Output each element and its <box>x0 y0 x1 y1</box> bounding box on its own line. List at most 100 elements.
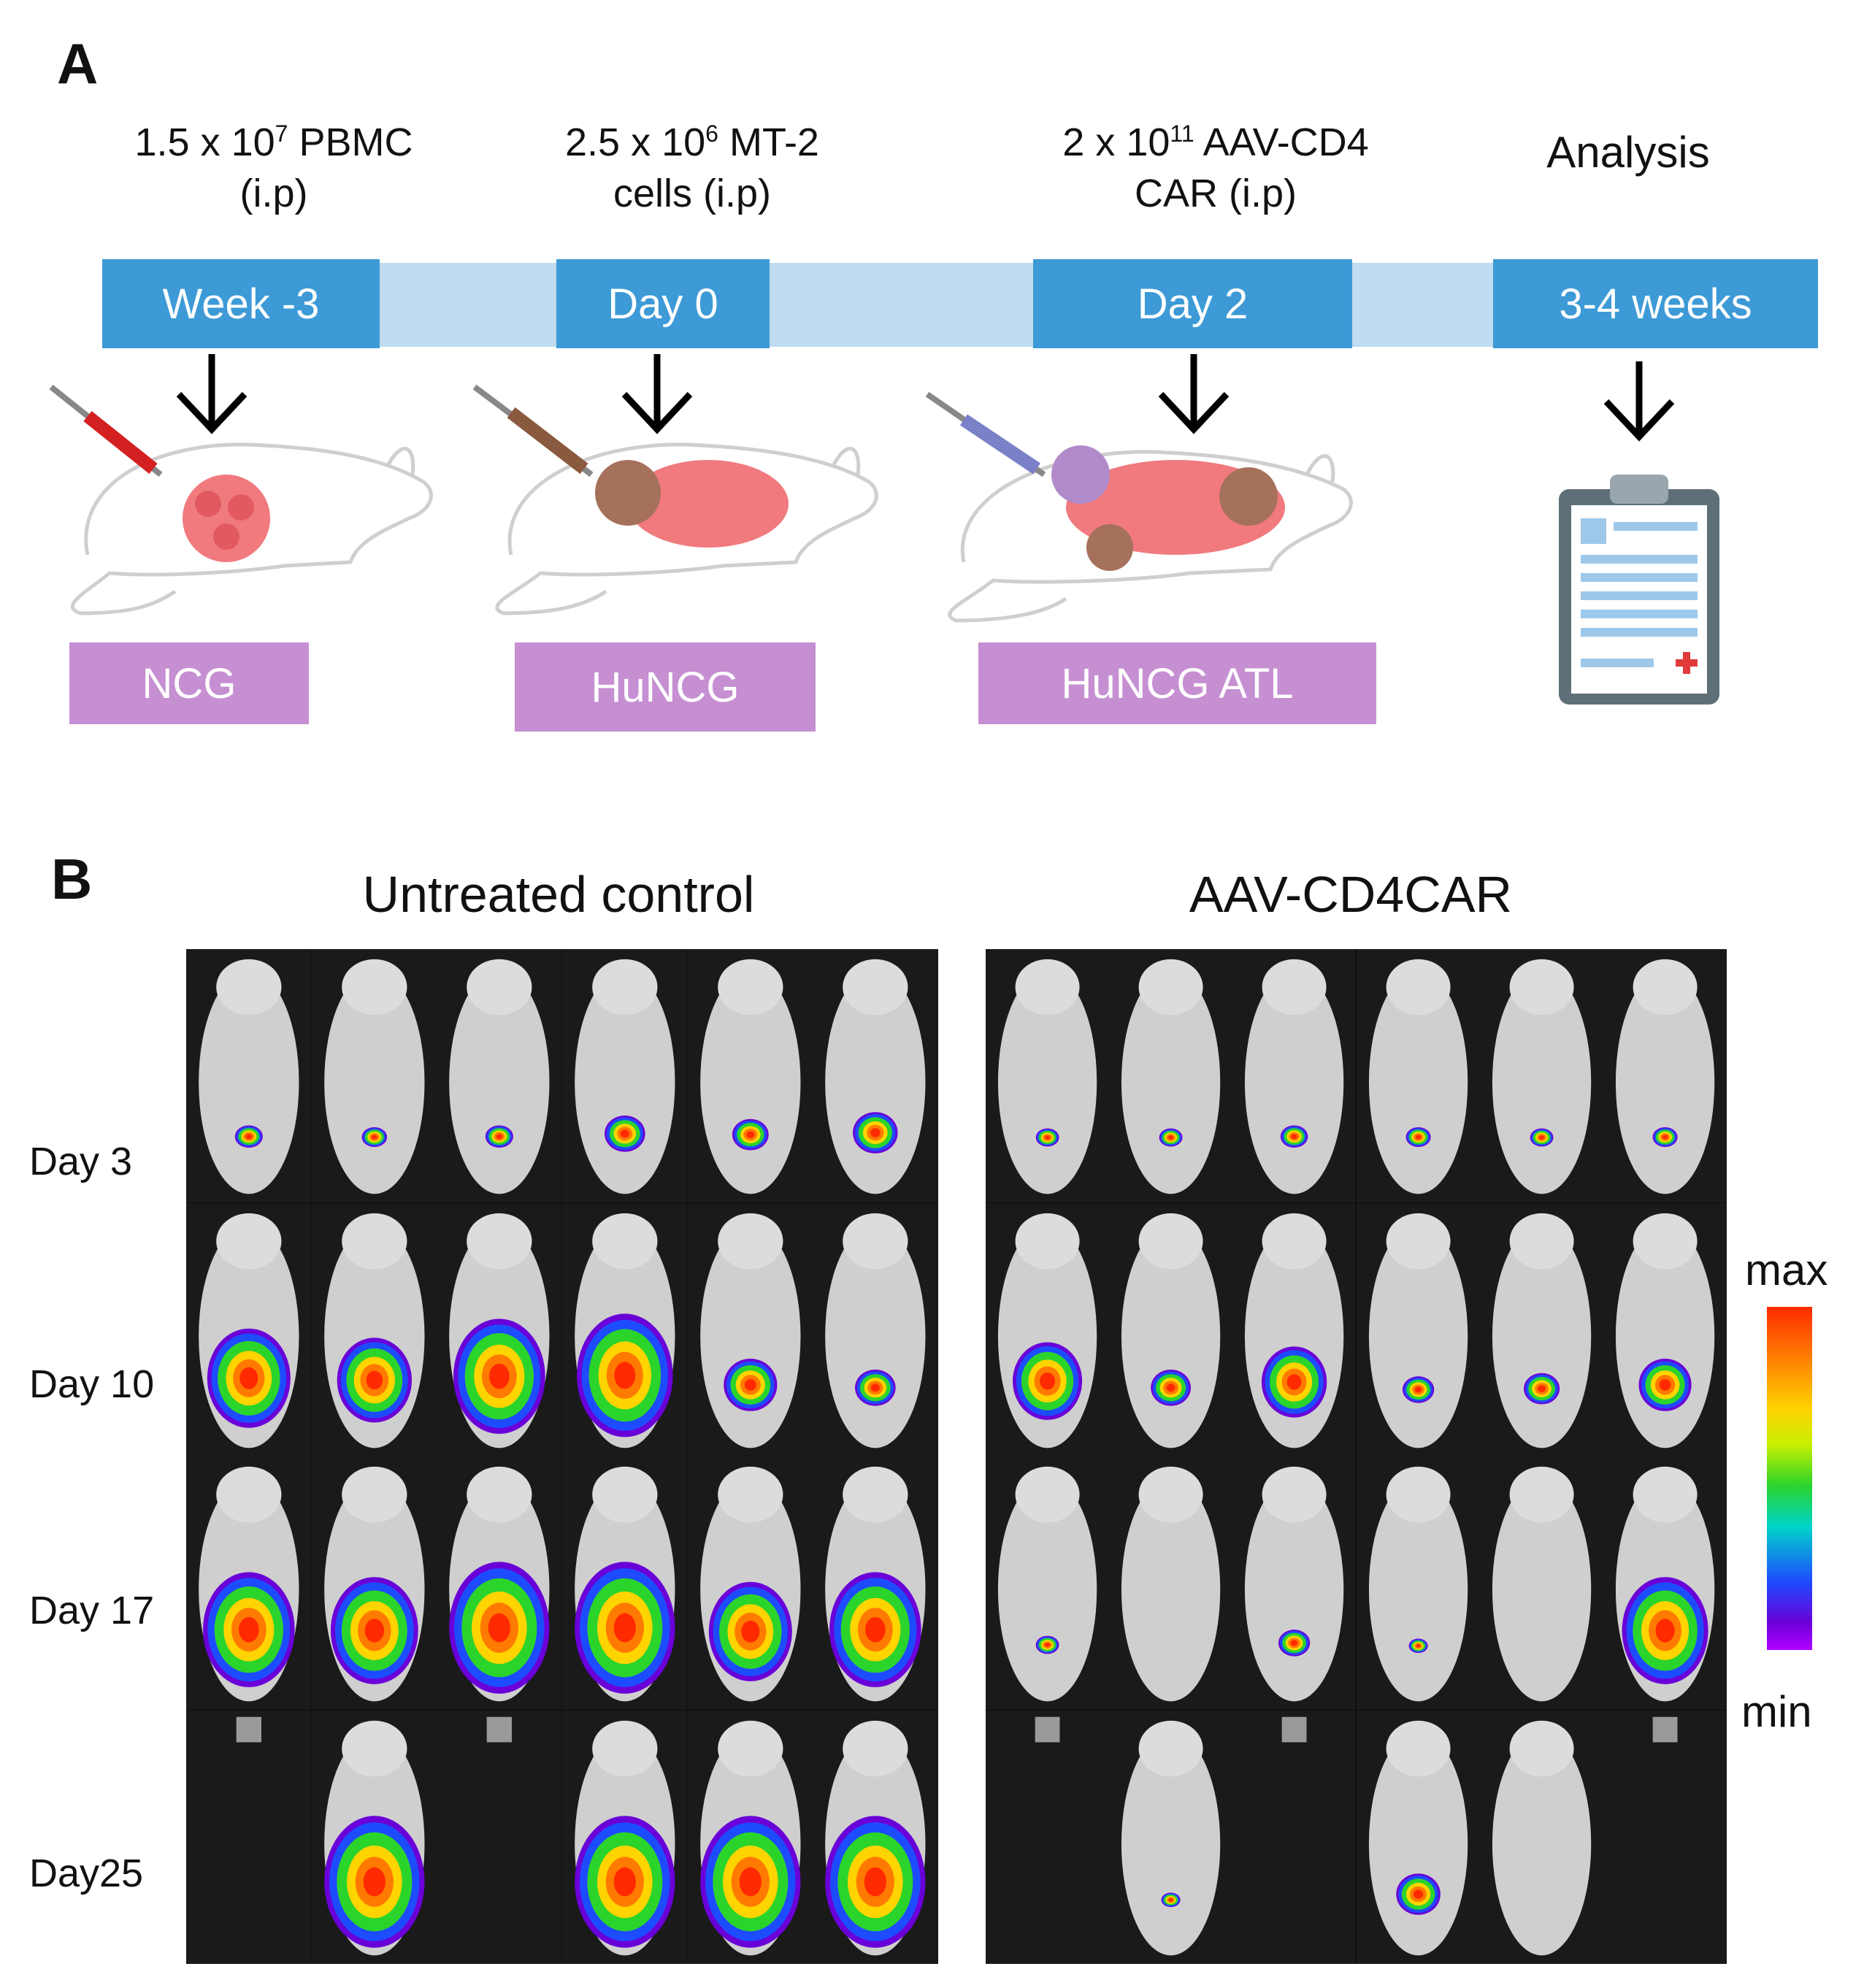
scale-max-label: max <box>1745 1246 1828 1294</box>
bioluminescence-signal <box>1045 1643 1051 1647</box>
bioluminescence-signal <box>865 1616 886 1643</box>
mouse-image-cell <box>1603 1202 1727 1457</box>
bioluminescence-signal <box>1415 1135 1421 1140</box>
timeline-week-minus-3: Week -3 <box>102 259 380 348</box>
mouse-body <box>825 1224 926 1448</box>
bioluminescence-signal <box>488 1613 511 1643</box>
bioluminescence-signal <box>1291 1640 1298 1646</box>
mouse-image-cell <box>437 1710 562 1964</box>
group-title-cd4car: AAV-CD4CAR <box>1189 866 1513 923</box>
step-3-text: 2 x 1011 AAV-CD4 CAR (i.p) <box>1062 120 1369 216</box>
timeline-day-2: Day 2 <box>1033 259 1352 348</box>
mouse-image-cell <box>813 949 938 1203</box>
bioluminescence-signal <box>496 1134 503 1140</box>
row-label-day-17: Day 17 <box>29 1589 155 1632</box>
mouse-image-cell <box>986 949 1110 1203</box>
bioluminescence-signal <box>363 1867 386 1896</box>
mouse-body <box>1492 1478 1591 1702</box>
mouse-image-cell <box>186 949 312 1203</box>
mouse-huncg-illustration <box>472 384 878 615</box>
down-arrow-icon <box>1603 361 1675 442</box>
mouse-image-cell <box>1232 1457 1357 1711</box>
mouse-body <box>1245 1478 1344 1702</box>
mouse-body <box>1121 1224 1221 1448</box>
pbmc-cluster <box>628 460 789 548</box>
bioluminescence-signal <box>245 1134 253 1140</box>
mouse-image-cell <box>1479 1202 1603 1457</box>
mouse-image-cell <box>813 1457 938 1711</box>
bioluminescence-signal <box>1413 1889 1423 1899</box>
bioluminescence-signal <box>1168 1897 1173 1901</box>
bioluminescence-signal <box>371 1135 377 1140</box>
mouse-body <box>1615 970 1715 1194</box>
timeline-day-0: Day 0 <box>556 259 770 348</box>
mt2-cluster <box>1086 524 1133 571</box>
down-arrow-icon <box>621 354 693 434</box>
panel-a-letter: A <box>57 31 99 96</box>
mouse-image-cell <box>311 1202 437 1457</box>
mouse-body <box>449 970 550 1194</box>
mouse-body <box>1245 970 1344 1194</box>
mouse-image-cell <box>186 1457 312 1711</box>
imaging-grid-cd4car <box>986 949 1727 1964</box>
mouse-image-cell <box>1603 949 1727 1203</box>
down-arrow-icon <box>176 354 248 434</box>
mouse-image-cell <box>437 1457 562 1711</box>
mouse-image-cell <box>1603 1710 1727 1964</box>
bioluminescence-signal <box>239 1616 259 1643</box>
mouse-ncg-illustration <box>49 384 433 615</box>
label-huncg-atl: HuNCG ATL <box>978 642 1376 724</box>
mouse-image-cell <box>986 1457 1110 1711</box>
mouse-image-cell <box>687 1202 813 1457</box>
bioluminescence-signal <box>1045 1135 1051 1140</box>
mouse-image-cell <box>311 949 437 1203</box>
mouse-body <box>1492 970 1591 1194</box>
mouse-huncg-atl-illustration <box>925 391 1353 623</box>
row-label-day-10: Day 10 <box>29 1362 155 1406</box>
mouse-image-cell <box>562 1457 688 1711</box>
label-ncg: NCG <box>69 642 309 724</box>
mouse-image-cell <box>311 1457 437 1711</box>
mouse-image-cell <box>813 1710 938 1964</box>
scale-min-label: min <box>1741 1687 1812 1736</box>
mouse-image-cell <box>437 949 562 1203</box>
mouse-image-cell <box>1479 1710 1603 1964</box>
mouse-image-cell <box>986 1710 1110 1964</box>
row-label-day-25: Day25 <box>29 1851 144 1895</box>
mouse-image-cell <box>1109 949 1233 1203</box>
mouse-body <box>1121 1732 1221 1955</box>
bioluminescence-signal <box>1655 1619 1675 1643</box>
bioluminescence-signal <box>1414 1386 1422 1392</box>
mouse-image-cell <box>562 1202 688 1457</box>
mouse-body <box>825 970 926 1194</box>
mouse-body <box>997 1478 1097 1702</box>
bioluminescence-signal <box>864 1867 887 1896</box>
group-title-untreated: Untreated control <box>362 866 755 923</box>
mouse-image-cell <box>687 949 813 1203</box>
mouse-image-cell <box>437 1202 562 1457</box>
bioluminescence-signal <box>620 1129 629 1138</box>
mouse-body <box>1368 1478 1468 1702</box>
mouse-image-cell <box>1356 1457 1480 1711</box>
mouse-body <box>699 970 801 1194</box>
panel-b-letter: B <box>51 847 93 911</box>
row-label-day-3: Day 3 <box>29 1140 133 1183</box>
bioluminescence-signal <box>1040 1372 1056 1389</box>
mouse-image-cell <box>687 1457 813 1711</box>
mouse-body <box>1368 970 1468 1194</box>
color-scale-bar <box>1767 1307 1812 1650</box>
bioluminescence-signal <box>1287 1373 1302 1390</box>
bioluminescence-signal <box>740 1620 760 1643</box>
mouse-image-cell <box>1479 1457 1603 1711</box>
bioluminescence-signal <box>239 1367 258 1389</box>
bioluminescence-signal <box>871 1383 881 1392</box>
mouse-body <box>1121 1478 1221 1702</box>
mouse-image-cell <box>1232 1202 1357 1457</box>
mouse-image-cell <box>1109 1710 1233 1964</box>
step-1-text: 1.5 x 107 PBMC (i.p) <box>134 120 413 216</box>
bioluminescence-signal <box>1166 1383 1175 1392</box>
mouse-image-cell <box>1479 949 1603 1203</box>
mouse-image-cell <box>186 1710 312 1964</box>
mouse-image-cell <box>1232 1710 1357 1964</box>
mouse-image-cell <box>311 1710 437 1964</box>
